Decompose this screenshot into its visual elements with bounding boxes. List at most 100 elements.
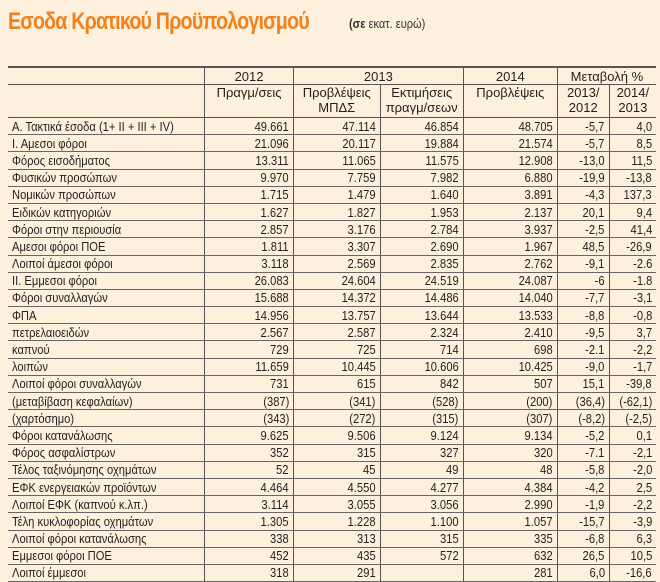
row-value: -39,8 [608, 375, 656, 394]
table-row: Λοιποί φόροι κατανάλωσης 338 313 315 335 -6,8… [8, 530, 656, 548]
row-value: 48.705 [462, 117, 558, 136]
row-value: 352 [204, 444, 294, 462]
table-row: Νομικών προσώπων 1.715 1.479 1.640 3.891 -4,3… [8, 186, 656, 204]
row-value: 24.087 [462, 272, 558, 290]
header-blank [8, 66, 205, 85]
table-row: Φυσικών προσώπων 9.970 7.759 7.982 6.880 -19,… [8, 169, 656, 187]
row-value: 632 [462, 547, 558, 565]
row-value: 4,0 [608, 117, 656, 136]
cell-text: 632 [534, 548, 553, 564]
row-value: -2,0 [608, 461, 656, 479]
cell-text: 318 [270, 565, 289, 581]
row-value: 4.277 [379, 478, 464, 497]
row-value: 11.065 [292, 151, 381, 170]
header-sub-row: Πραγμ/σεις Προβλέψεις ΜΠΔΣ Εκτιμήσεις πρ… [8, 84, 656, 118]
row-value: -3,1 [608, 289, 656, 308]
cell-text: -1,9 [585, 496, 605, 512]
row-value: -7,7 [556, 289, 610, 308]
row-value: 2.567 [204, 323, 294, 342]
cell-text: -9,1 [585, 256, 605, 272]
row-value: 45 [292, 461, 381, 479]
row-value: (36,4) [556, 392, 610, 411]
row-value: 714 [379, 340, 464, 359]
header-sub: Προβλέψεις ΜΠΔΣ [292, 84, 381, 118]
cell-text: 452 [270, 548, 289, 564]
row-value: 320 [462, 444, 558, 462]
cell-text: 3.118 [261, 256, 289, 272]
row-value: 572 [379, 547, 464, 565]
row-label: καπνού [8, 340, 205, 359]
row-value: -7.1 [556, 444, 610, 462]
revenue-table: 2012 2013 2014 Μεταβολή % Πραγμ/σεις Προ… [8, 66, 656, 582]
row-value: 9.506 [292, 426, 381, 445]
table-row: Α. Τακτικά έσοδα (1+ ΙΙ + ΙΙΙ + ΙV) 49.66… [8, 117, 656, 136]
cell-text: -2.1 [585, 342, 605, 358]
row-value: -6,8 [556, 530, 610, 548]
cell-text: 9.506 [347, 427, 376, 443]
row-label: (μεταβίβαση κεφαλαίων) [8, 392, 205, 411]
row-value: (-8,2) [556, 409, 610, 428]
cell-text: 4.464 [260, 479, 289, 495]
cell-text: (315) [432, 410, 459, 426]
cell-text: (341) [349, 393, 376, 409]
cell-text: -3,1 [632, 290, 652, 306]
cell-text: 48,5 [582, 238, 605, 254]
cell-text: 45 [363, 462, 376, 478]
row-value: 11.575 [379, 151, 464, 170]
table-row: Τέλος ταξινόμησης οχημάτων 52 45 49 48 -5,8 -2… [8, 461, 656, 479]
cell-text: Φόρος εισοδήματος [12, 152, 111, 168]
row-value: 281 [462, 564, 558, 582]
row-label: Α. Τακτικά έσοδα (1+ ΙΙ + ΙΙΙ + ΙV) [8, 117, 205, 136]
row-value: -4,2 [556, 478, 610, 497]
row-value: -4,3 [556, 186, 610, 204]
table-row: Λοιποί άμεσοι φόροι 3.118 2.569 2.835 2.762 -… [8, 255, 656, 273]
cell-text: -3,9 [632, 513, 652, 529]
row-value: 9.625 [204, 426, 294, 445]
cell-text: 2.784 [430, 221, 459, 237]
row-value: 3.307 [292, 237, 381, 256]
row-value: 9.134 [462, 426, 558, 445]
cell-text: 2.410 [524, 324, 553, 340]
header-sub: Πραγμ/σεις [204, 84, 294, 118]
cell-text: 572 [440, 548, 459, 564]
table-row: Ι. Αμεσοι φόροι 21.096 20.117 19.884 21.574 -… [8, 134, 656, 153]
cell-text: 729 [270, 342, 289, 358]
row-value: 1.305 [204, 512, 294, 531]
cell-text: 6,3 [636, 531, 652, 547]
row-value: (-2,5) [608, 409, 656, 428]
cell-text: 615 [356, 376, 376, 392]
cell-text: 842 [440, 376, 459, 392]
row-value: 315 [292, 444, 381, 462]
table-row: λοιπών 11.659 10.445 10.606 10.425 -9,0 -1,7 [8, 358, 656, 376]
cell-text: 46.854 [424, 118, 459, 134]
row-label: Φόρος ασφαλίστρων [8, 444, 205, 462]
row-value: 49.661 [204, 117, 294, 136]
cell-text: 335 [534, 531, 553, 547]
cell-text: 714 [440, 342, 459, 358]
cell-text: 1.811 [261, 238, 289, 254]
cell-text: 12.908 [518, 152, 553, 168]
row-value: 9,4 [608, 203, 656, 222]
cell-text: Τέλος ταξινόμησης οχημάτων [12, 462, 157, 478]
cell-text: -2,0 [632, 462, 652, 478]
header-2014: 2014 [462, 66, 558, 85]
row-value: -8,8 [556, 306, 610, 325]
cell-text: 2.137 [524, 204, 553, 220]
row-value: 2.784 [379, 220, 464, 239]
cell-text: καπνού [12, 342, 50, 358]
row-value: (341) [292, 392, 381, 411]
cell-text: -4,3 [585, 187, 605, 203]
row-value: 1.827 [292, 203, 381, 222]
cell-text: 338 [270, 531, 289, 547]
row-value: 11,5 [608, 151, 656, 170]
cell-text: -15,7 [579, 513, 605, 529]
unit-label: (σε εκατ. ευρώ) [349, 16, 425, 31]
row-label: Φυσικών προσώπων [8, 169, 205, 187]
row-label: Φόροι στην περιουσία [8, 220, 205, 239]
cell-text: (μεταβίβαση κεφαλαίων) [12, 393, 133, 409]
row-value: (-62,1) [608, 392, 656, 411]
cell-text: 1.967 [524, 238, 553, 254]
cell-text: (-8,2) [577, 410, 605, 426]
table-row: ΙΙ. Εμμεσοι φόροι 26.083 24.604 24.519 24.08… [8, 272, 656, 290]
header-sub: 2014/ 2013 [608, 84, 656, 118]
